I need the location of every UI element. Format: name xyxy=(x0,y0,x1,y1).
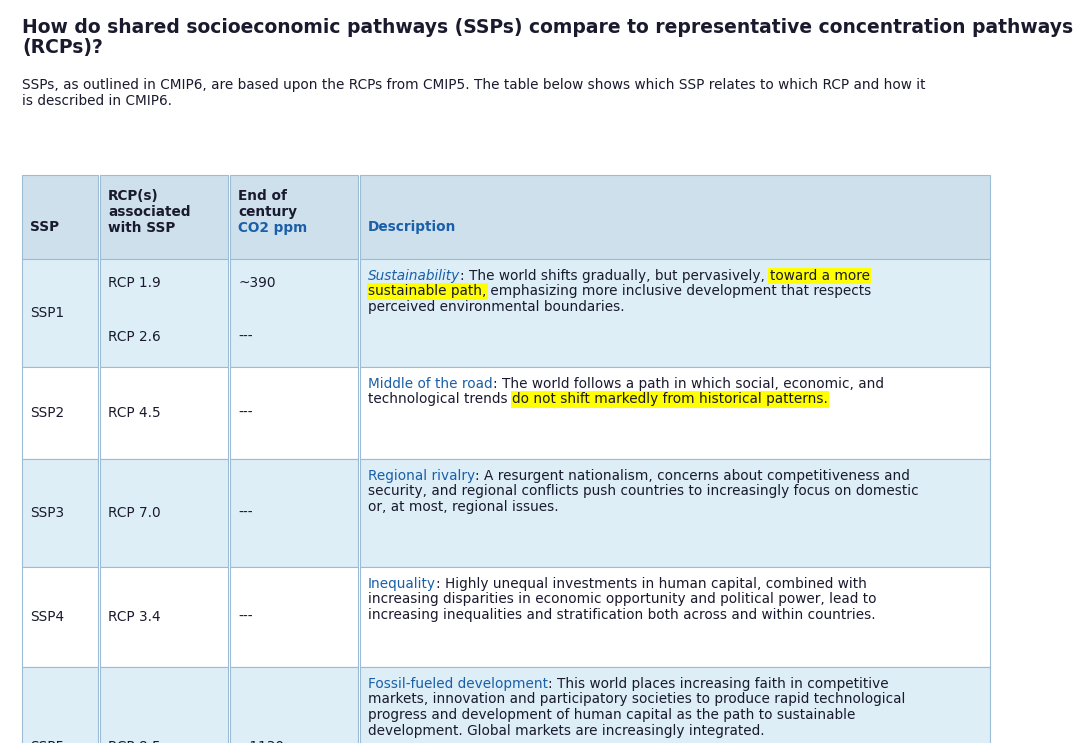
Text: emphasizing more inclusive development that respects: emphasizing more inclusive development t… xyxy=(486,285,871,299)
Bar xyxy=(230,567,358,667)
Text: : Highly unequal investments in human capital, combined with: : Highly unequal investments in human ca… xyxy=(436,577,867,591)
Bar xyxy=(360,175,990,259)
Text: ---: --- xyxy=(238,610,252,624)
Text: RCP 4.5: RCP 4.5 xyxy=(108,406,161,420)
Text: RCP 1.9: RCP 1.9 xyxy=(108,276,161,290)
Text: Sustainability: Sustainability xyxy=(368,269,460,283)
Bar xyxy=(360,667,990,743)
Text: is described in CMIP6.: is described in CMIP6. xyxy=(22,94,172,108)
Text: : A resurgent nationalism, concerns about competitiveness and: : A resurgent nationalism, concerns abou… xyxy=(475,469,910,483)
Text: : The world shifts gradually, but pervasively,: : The world shifts gradually, but pervas… xyxy=(460,269,769,283)
Text: RCP 7.0: RCP 7.0 xyxy=(108,506,161,520)
Text: CO2 ppm: CO2 ppm xyxy=(238,221,307,235)
Text: Inequality: Inequality xyxy=(368,577,436,591)
Text: ---: --- xyxy=(238,330,252,344)
Bar xyxy=(100,259,228,367)
Text: or, at most, regional issues.: or, at most, regional issues. xyxy=(368,500,558,514)
Bar xyxy=(360,367,990,459)
Text: SSP: SSP xyxy=(30,220,59,234)
Text: ---: --- xyxy=(238,406,252,420)
Text: security, and regional conflicts push countries to increasingly focus on domesti: security, and regional conflicts push co… xyxy=(368,484,918,499)
Bar xyxy=(22,667,98,743)
Text: toward a more: toward a more xyxy=(769,269,869,283)
Text: development. Global markets are increasingly integrated.: development. Global markets are increasi… xyxy=(368,724,765,738)
Bar xyxy=(22,567,98,667)
Text: perceived environmental boundaries.: perceived environmental boundaries. xyxy=(368,300,625,314)
Bar xyxy=(230,667,358,743)
Text: RCP(s): RCP(s) xyxy=(108,189,159,203)
Text: RCP 3.4: RCP 3.4 xyxy=(108,610,161,624)
Text: End of: End of xyxy=(238,189,287,203)
Bar xyxy=(230,175,358,259)
Bar xyxy=(22,459,98,567)
Text: : The world follows a path in which social, economic, and: : The world follows a path in which soci… xyxy=(493,377,883,391)
Bar xyxy=(22,175,98,259)
Bar xyxy=(360,567,990,667)
Bar xyxy=(22,367,98,459)
Text: century: century xyxy=(238,205,297,219)
Bar xyxy=(100,667,228,743)
Bar xyxy=(100,367,228,459)
Text: Description: Description xyxy=(368,220,456,234)
Bar xyxy=(230,367,358,459)
Text: Fossil-fueled development: Fossil-fueled development xyxy=(368,677,548,691)
Text: : This world places increasing faith in competitive: : This world places increasing faith in … xyxy=(548,677,889,691)
Text: SSP2: SSP2 xyxy=(30,406,64,420)
Text: markets, innovation and participatory societies to produce rapid technological: markets, innovation and participatory so… xyxy=(368,692,905,707)
Text: Regional rivalry: Regional rivalry xyxy=(368,469,475,483)
Bar xyxy=(230,259,358,367)
Text: SSP4: SSP4 xyxy=(30,610,64,624)
Text: ---: --- xyxy=(238,506,252,520)
Bar xyxy=(360,259,990,367)
Bar xyxy=(100,175,228,259)
Bar xyxy=(360,459,990,567)
Text: ~1130: ~1130 xyxy=(238,740,284,743)
Bar xyxy=(230,459,358,567)
Text: associated: associated xyxy=(108,205,190,219)
Text: Middle of the road: Middle of the road xyxy=(368,377,493,391)
Text: sustainable path,: sustainable path, xyxy=(368,285,486,299)
Text: SSP1: SSP1 xyxy=(30,306,64,320)
Text: technological trends: technological trends xyxy=(368,392,512,406)
Text: How do shared socioeconomic pathways (SSPs) compare to representative concentrat: How do shared socioeconomic pathways (SS… xyxy=(22,18,1073,37)
Bar xyxy=(100,567,228,667)
Text: ~390: ~390 xyxy=(238,276,275,290)
Text: increasing inequalities and stratification both across and within countries.: increasing inequalities and stratificati… xyxy=(368,608,876,622)
Text: SSP3: SSP3 xyxy=(30,506,64,520)
Text: SSPs, as outlined in CMIP6, are based upon the RCPs from CMIP5. The table below : SSPs, as outlined in CMIP6, are based up… xyxy=(22,78,926,92)
Text: RCP 2.6: RCP 2.6 xyxy=(108,330,161,344)
Text: (RCPs)?: (RCPs)? xyxy=(22,38,103,57)
Bar xyxy=(100,459,228,567)
Bar xyxy=(22,259,98,367)
Text: increasing disparities in economic opportunity and political power, lead to: increasing disparities in economic oppor… xyxy=(368,592,877,606)
Text: with SSP: with SSP xyxy=(108,221,175,235)
Text: do not shift markedly from historical patterns.: do not shift markedly from historical pa… xyxy=(512,392,828,406)
Text: progress and development of human capital as the path to sustainable: progress and development of human capita… xyxy=(368,708,855,722)
Text: RCP 8.5: RCP 8.5 xyxy=(108,740,161,743)
Text: SSP5: SSP5 xyxy=(30,740,64,743)
